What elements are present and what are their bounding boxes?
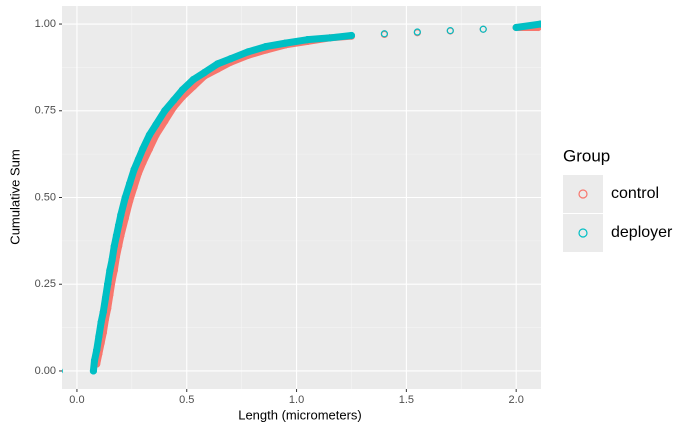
y-tick-label: 0.50 (35, 191, 56, 203)
point (512, 23, 520, 32)
y-tick-label: 0.25 (35, 278, 56, 290)
point-band (512, 20, 541, 32)
point (115, 221, 123, 229)
legend-label: deployer (611, 224, 673, 241)
legend-key (563, 214, 603, 252)
point (99, 308, 107, 316)
point (139, 145, 147, 153)
point-band (282, 36, 312, 47)
point (161, 107, 169, 115)
legend-label: control (611, 185, 659, 202)
y-tick-label: 0.75 (35, 105, 56, 117)
point (145, 131, 154, 139)
x-tick-label: 1.0 (289, 394, 304, 406)
x-tick-label: 0.5 (179, 394, 194, 406)
point (93, 346, 101, 354)
y-tick-label: 0.00 (35, 365, 56, 377)
legend-key (563, 175, 603, 213)
point (95, 332, 103, 340)
point (130, 166, 138, 174)
point (169, 96, 178, 104)
point (479, 25, 487, 33)
point (101, 294, 110, 302)
point (90, 356, 99, 365)
point (134, 155, 143, 163)
point (380, 30, 389, 38)
legend-symbol (578, 228, 588, 238)
x-tick-label: 2.0 (509, 394, 524, 406)
legend: control deployer (563, 175, 673, 252)
point (110, 242, 118, 250)
point-band (326, 31, 355, 42)
point (281, 39, 290, 47)
point (200, 69, 208, 77)
points (62, 20, 541, 375)
point (152, 121, 160, 129)
point (108, 256, 116, 264)
point (126, 180, 134, 188)
x-axis-title: Length (micrometers) (238, 407, 362, 422)
x-tick-label: 1.5 (399, 394, 414, 406)
point (227, 55, 235, 63)
point-band (304, 34, 334, 44)
point (117, 211, 125, 219)
point (413, 28, 421, 36)
point (262, 42, 270, 51)
y-axis-title: Cumulative Sum (7, 149, 22, 244)
point (62, 368, 63, 374)
point (536, 20, 541, 28)
point (189, 75, 197, 84)
point (446, 27, 454, 35)
point (121, 193, 129, 202)
point (106, 266, 114, 274)
point (325, 34, 334, 42)
point (178, 86, 186, 94)
legend-symbol (578, 189, 588, 199)
point (303, 36, 312, 44)
point (89, 367, 98, 375)
y-tick-label: 1.00 (35, 18, 56, 30)
point (244, 48, 252, 56)
x-tick-label: 0.0 (69, 394, 84, 406)
point (347, 31, 356, 40)
point (112, 232, 121, 240)
legend-title: Group (563, 146, 610, 165)
grid (62, 6, 541, 389)
point (213, 60, 222, 68)
point (104, 280, 112, 288)
point (97, 318, 105, 326)
